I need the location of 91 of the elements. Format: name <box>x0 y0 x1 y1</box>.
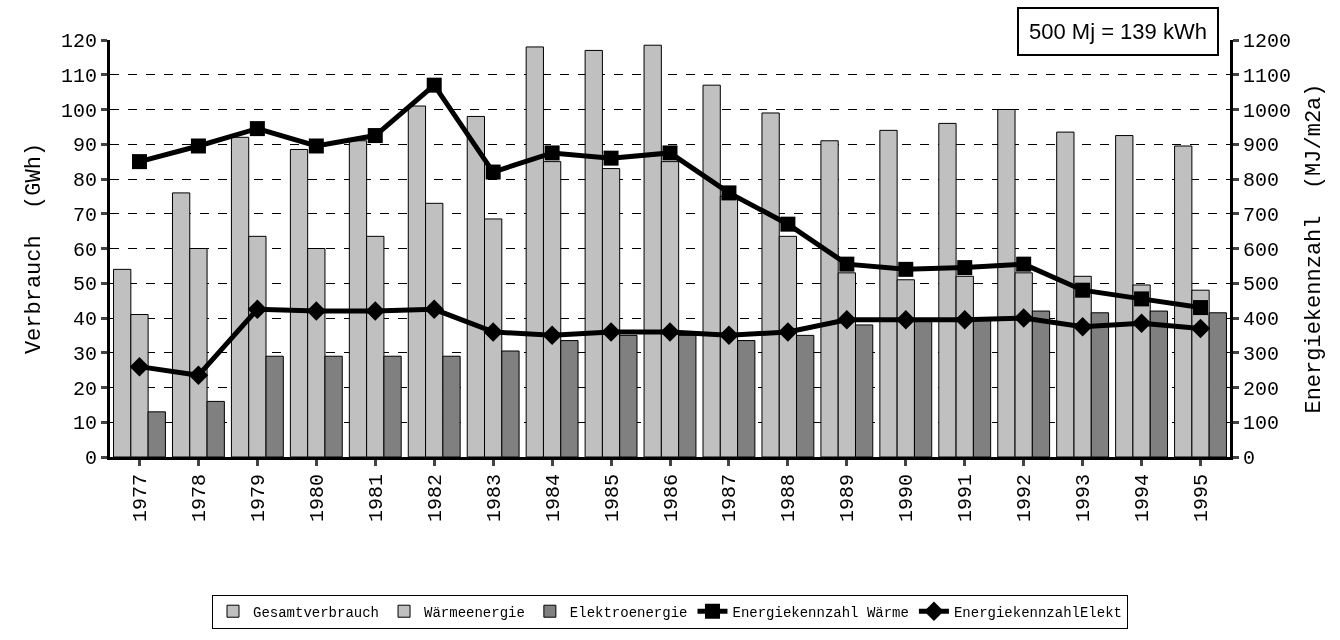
x-tick-label: 1979 <box>246 474 270 523</box>
point <box>424 299 444 320</box>
y2-tick-label: 400 <box>1243 308 1280 331</box>
point <box>544 145 560 161</box>
y-tick-label: 110 <box>60 64 97 88</box>
legend-label: Gesamtverbrauch <box>253 604 380 621</box>
x-tick-label: 1986 <box>659 474 683 523</box>
y2-axis-title: Energiekennzahl (MJ/m2a) <box>1301 83 1327 414</box>
point <box>601 322 621 342</box>
y-tick-label: 120 <box>60 30 97 53</box>
y2-tick-label: 900 <box>1243 134 1280 158</box>
y-tick-label: 10 <box>72 412 97 436</box>
point <box>1193 300 1209 316</box>
point <box>1072 316 1093 337</box>
point <box>131 154 147 170</box>
point <box>837 309 857 330</box>
legend-label: Wärmeenergie <box>424 604 525 621</box>
point <box>898 261 914 277</box>
y2-tick-label: 600 <box>1243 238 1280 262</box>
point <box>721 185 737 201</box>
point <box>603 150 619 166</box>
x-tick-label: 1990 <box>895 474 919 523</box>
point <box>1013 308 1034 328</box>
x-tick-label: 1995 <box>1190 474 1214 523</box>
x-tick-label: 1982 <box>423 474 447 523</box>
y2-tick-label: 0 <box>1243 447 1256 470</box>
point <box>247 299 268 320</box>
y-tick-label: 50 <box>72 273 97 297</box>
point <box>1075 282 1091 298</box>
point <box>1134 291 1150 307</box>
x-tick-label: 1987 <box>718 474 742 523</box>
point <box>778 322 798 342</box>
y2-tick-label: 1000 <box>1243 99 1292 123</box>
x-tick-label: 1977 <box>128 474 152 523</box>
y2-tick-label: 500 <box>1243 273 1280 297</box>
point <box>954 309 975 330</box>
point <box>249 121 265 137</box>
point <box>1016 256 1032 272</box>
y2-tick-label: 1100 <box>1243 64 1292 88</box>
point <box>660 322 680 342</box>
y-tick-label: 20 <box>72 377 97 401</box>
y-tick-label: 100 <box>60 99 97 123</box>
point <box>308 138 324 154</box>
y2-tick-label: 800 <box>1243 169 1280 192</box>
point <box>365 301 386 321</box>
y2-tick-label: 100 <box>1243 412 1280 436</box>
x-tick-label: 1978 <box>187 474 211 523</box>
point <box>306 301 327 321</box>
point <box>719 325 739 346</box>
point <box>485 164 501 180</box>
y-axis-title: Verbrauch (GWh) <box>21 142 47 355</box>
x-tick-label: 1994 <box>1131 474 1155 523</box>
point <box>957 260 973 276</box>
legend-label: Energiekennzahl Wärme <box>732 604 909 621</box>
x-tick-label: 1984 <box>541 474 565 523</box>
y-tick-label: 90 <box>72 134 97 158</box>
point <box>780 216 796 232</box>
y2-tick-label: 1200 <box>1243 30 1292 53</box>
y-tick-label: 0 <box>84 447 97 470</box>
point <box>129 356 150 377</box>
x-tick-label: 1985 <box>600 474 624 523</box>
point <box>662 145 678 161</box>
y-tick-label: 70 <box>72 203 97 227</box>
x-tick-label: 1988 <box>777 474 801 523</box>
point <box>483 322 503 342</box>
y2-tick-label: 200 <box>1243 377 1280 401</box>
x-tick-label: 1992 <box>1013 474 1037 523</box>
x-tick-label: 1991 <box>954 474 978 523</box>
x-tick-label: 1981 <box>364 474 388 523</box>
y-tick-label: 30 <box>72 342 97 366</box>
point <box>426 77 442 93</box>
x-tick-label: 1980 <box>305 474 329 523</box>
x-tick-label: 1989 <box>836 474 860 523</box>
y-tick-label: 60 <box>72 238 97 262</box>
point <box>839 256 855 272</box>
point <box>190 138 206 154</box>
y-tick-label: 40 <box>72 308 97 331</box>
point <box>1131 313 1152 333</box>
y2-tick-label: 700 <box>1243 203 1280 227</box>
point <box>896 309 916 330</box>
x-tick-label: 1983 <box>482 474 506 523</box>
point <box>1190 318 1211 339</box>
legend-label: Elektroenergie <box>569 604 688 621</box>
legend-label: EnergiekennzahlElekt <box>953 604 1122 621</box>
point <box>542 325 562 346</box>
point <box>188 365 209 386</box>
annotation: 500 Mj = 139 kWh <box>1029 19 1207 44</box>
x-tick-label: 1993 <box>1072 474 1096 523</box>
point <box>367 128 383 144</box>
y-tick-label: 80 <box>72 169 97 192</box>
y2-tick-label: 300 <box>1243 342 1280 366</box>
